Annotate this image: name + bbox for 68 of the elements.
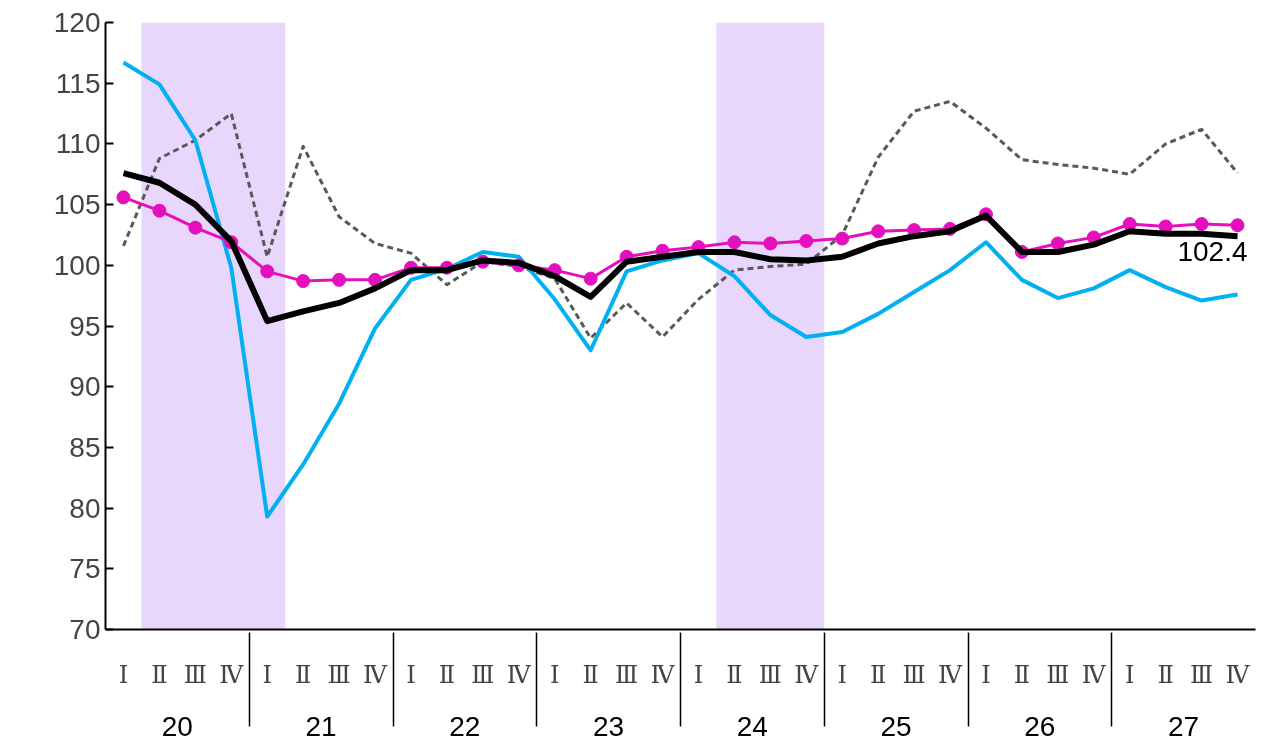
y-tick-label: 110 (55, 128, 101, 160)
annotation: 102.4 (1177, 236, 1248, 268)
x-tick-label: Ⅱ (870, 660, 887, 689)
point (1230, 218, 1245, 233)
point (763, 236, 778, 251)
x-tick-label: Ⅱ (726, 660, 743, 689)
x-tick-label: Ⅱ (438, 660, 456, 689)
x-tick-label: Ⅳ (938, 660, 964, 689)
x-tick-label: Ⅳ (363, 660, 389, 689)
x-tick-label: Ⅱ (582, 660, 599, 689)
point (1050, 236, 1065, 251)
point (799, 234, 814, 249)
point (296, 274, 311, 289)
x-tick-label: Ⅱ (151, 660, 168, 689)
text: 27 (1168, 710, 1200, 738)
y-tick-label: 100 (53, 249, 101, 281)
point (368, 272, 383, 287)
x-tick-label: Ⅲ (1190, 660, 1214, 689)
y-tick-label: 90 (69, 371, 101, 403)
point (116, 190, 131, 205)
x-tick-label: Ⅰ (406, 660, 416, 689)
x-tick-label: Ⅱ (1157, 660, 1174, 689)
x-tick-label: Ⅲ (1046, 660, 1070, 689)
y-tick-label: 115 (55, 67, 101, 99)
x-tick-label: Ⅱ (295, 660, 312, 689)
text: 24 (736, 710, 768, 738)
x-tick-label: Ⅰ (549, 660, 560, 689)
x-tick-label: Ⅳ (219, 660, 245, 689)
x-tick-label: Ⅳ (1081, 660, 1107, 689)
point (332, 272, 347, 287)
y-tick-label: 70 (69, 614, 101, 645)
x-tick-label: Ⅳ (794, 660, 820, 689)
point (188, 220, 203, 235)
y-tick-label: 120 (53, 7, 101, 38)
x-tick-label: Ⅳ (1225, 660, 1251, 689)
x-tick-label: Ⅰ (981, 660, 991, 689)
point (1194, 217, 1209, 232)
point (835, 231, 850, 246)
point (871, 224, 886, 239)
x-tick-label: Ⅲ (471, 660, 495, 689)
y-tick-label: 105 (53, 189, 101, 221)
x-tick-label: Ⅲ (615, 660, 639, 689)
x-tick-label: Ⅲ (758, 660, 782, 689)
x-tick-label: Ⅱ (1013, 660, 1031, 689)
text: 23 (593, 710, 625, 738)
x-tick-label: Ⅲ (327, 660, 351, 689)
y-tick-label: 85 (69, 431, 101, 463)
x-tick-label: Ⅰ (1124, 660, 1135, 689)
text: 26 (1024, 710, 1056, 738)
x-tick-label: Ⅰ (118, 660, 129, 689)
x-tick-label: Ⅳ (506, 660, 532, 689)
y-tick-label: 80 (69, 492, 101, 524)
y-tick-label: 95 (69, 310, 101, 342)
x-tick-label: Ⅲ (183, 660, 207, 689)
x-tick-label: Ⅳ (650, 660, 676, 689)
x-tick-label: Ⅰ (693, 660, 704, 689)
point (260, 264, 275, 279)
point (727, 235, 742, 250)
x-tick-label: Ⅰ (837, 660, 847, 689)
y-tick-label: 75 (69, 553, 101, 585)
x-tick-label: Ⅰ (262, 660, 272, 689)
text: 25 (880, 710, 912, 738)
text: 21 (305, 710, 337, 738)
point (152, 203, 167, 218)
text: 20 (161, 710, 193, 738)
text: 22 (449, 710, 481, 738)
point (583, 271, 598, 286)
x-tick-label: Ⅲ (902, 660, 926, 689)
